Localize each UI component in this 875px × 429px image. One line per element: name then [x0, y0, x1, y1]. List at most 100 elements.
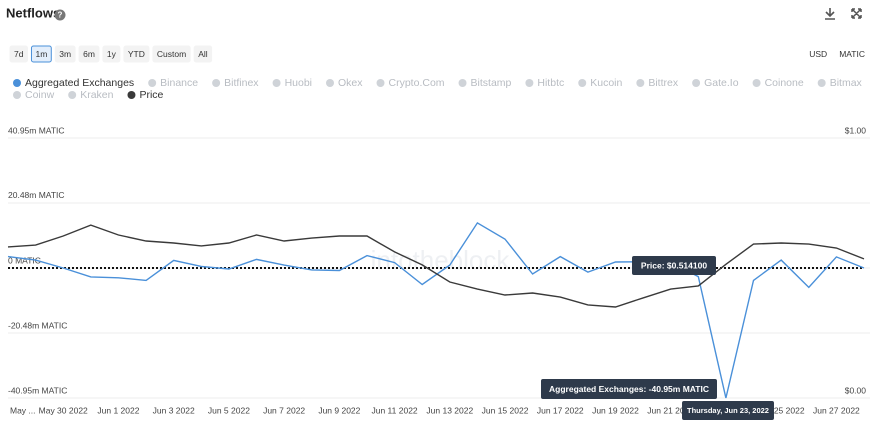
legend-item[interactable]: Crypto.Com: [376, 77, 445, 89]
currency-button-label[interactable]: USD: [809, 49, 827, 59]
legend-item[interactable]: Gate.Io: [692, 77, 739, 89]
y2-tick-label: $1.00: [845, 125, 867, 135]
range-button-label[interactable]: Custom: [157, 49, 186, 59]
range-button-label[interactable]: 3m: [59, 49, 71, 59]
currency-button[interactable]: USD: [809, 49, 827, 59]
x-tick-label: May 30 2022: [39, 405, 88, 415]
range-button-bg[interactable]: [123, 45, 150, 63]
legend-item[interactable]: Okex: [326, 77, 363, 89]
legend-marker[interactable]: [68, 91, 77, 99]
range-button[interactable]: 3m: [54, 45, 76, 63]
legend-marker[interactable]: [458, 79, 467, 87]
tooltip-text: Price: $0.514100: [641, 260, 707, 270]
currency-button[interactable]: MATIC: [839, 49, 865, 59]
x-tick-label: Jun 17 2022: [537, 405, 584, 415]
legend-item[interactable]: Huobi: [272, 77, 312, 89]
range-button-bg[interactable]: [54, 45, 76, 63]
legend-item[interactable]: Hitbtc: [525, 77, 564, 89]
legend-item[interactable]: Bitfinex: [212, 77, 259, 89]
range-button[interactable]: Custom: [152, 45, 191, 63]
legend-label[interactable]: Kraken: [80, 89, 113, 101]
x-tick-label: May ...: [10, 405, 36, 415]
legend-marker[interactable]: [13, 79, 21, 87]
y-tick-label: 20.48m MATIC: [8, 190, 65, 200]
legend-marker[interactable]: [326, 79, 334, 87]
legend-marker[interactable]: [148, 79, 157, 87]
range-button-bg[interactable]: [102, 45, 121, 63]
range-button-label[interactable]: 1y: [107, 49, 117, 59]
legend-item[interactable]: Price: [127, 89, 164, 101]
range-button-label[interactable]: YTD: [128, 49, 145, 59]
range-button-bg[interactable]: [152, 45, 191, 63]
legend-marker[interactable]: [578, 79, 587, 87]
legend-marker[interactable]: [752, 79, 761, 87]
legend-label[interactable]: Bitstamp: [471, 77, 512, 89]
x-tick-label: Jun 7 2022: [263, 405, 305, 415]
range-button[interactable]: 7d: [9, 45, 28, 63]
legend-label[interactable]: Binance: [160, 77, 198, 89]
legend-label[interactable]: Bittrex: [648, 77, 679, 89]
range-button-bg[interactable]: [30, 45, 52, 63]
range-button[interactable]: 1y: [102, 45, 121, 63]
range-button-bg[interactable]: [78, 45, 100, 63]
legend-item[interactable]: Coinw: [13, 89, 55, 101]
legend-label[interactable]: Crypto.Com: [389, 77, 445, 89]
legend-label[interactable]: Okex: [338, 77, 363, 89]
x-tick-label: Jun 15 2022: [482, 405, 529, 415]
range-button[interactable]: 1m: [30, 45, 52, 63]
legend-marker[interactable]: [127, 91, 136, 99]
x-tick-label: Jun 9 2022: [318, 405, 360, 415]
currency-button-label[interactable]: MATIC: [839, 49, 865, 59]
legend-label[interactable]: Gate.Io: [704, 77, 739, 89]
x-tick-label: Jun 25 2022: [758, 405, 805, 415]
legend-marker[interactable]: [13, 91, 21, 99]
download-icon[interactable]: [825, 8, 835, 20]
help-icon[interactable]: ?: [54, 9, 66, 21]
range-button-label[interactable]: 7d: [14, 49, 24, 59]
legend-item[interactable]: Aggregated Exchanges: [13, 77, 134, 89]
expand-icon[interactable]: [851, 8, 862, 19]
legend-label[interactable]: Price: [139, 89, 163, 101]
legend-item[interactable]: Binance: [148, 77, 198, 89]
legend-label[interactable]: Kucoin: [590, 77, 622, 89]
range-button-bg[interactable]: [193, 45, 213, 63]
y2-tick-label: $0.00: [845, 385, 867, 395]
legend-label[interactable]: Aggregated Exchanges: [25, 77, 134, 89]
series-line: [7, 221, 865, 399]
legend-label[interactable]: Huobi: [285, 77, 312, 89]
legend-marker[interactable]: [376, 79, 385, 87]
legend-label[interactable]: Hitbtc: [537, 77, 564, 89]
legend-label[interactable]: Coinw: [25, 89, 55, 101]
tooltip-text: Thursday, Jun 23, 2022: [687, 406, 769, 415]
legend-item[interactable]: Kraken: [68, 89, 114, 101]
legend-marker[interactable]: [636, 79, 645, 87]
legend-marker[interactable]: [817, 79, 826, 87]
range-button[interactable]: 6m: [78, 45, 100, 63]
y-tick-label: -40.95m MATIC: [8, 385, 67, 395]
y-tick-label: 0 MATIC: [8, 255, 41, 265]
legend-label[interactable]: Bitmax: [830, 77, 863, 89]
range-button-bg[interactable]: [9, 45, 28, 63]
range-button[interactable]: YTD: [123, 45, 150, 63]
legend-label[interactable]: Coinone: [765, 77, 804, 89]
legend-item[interactable]: Coinone: [752, 77, 804, 89]
svg-text:?: ?: [58, 11, 63, 20]
legend-label[interactable]: Bitfinex: [224, 77, 259, 89]
range-button-label[interactable]: All: [198, 49, 208, 59]
legend-item[interactable]: Bitmax: [817, 77, 863, 89]
legend-item[interactable]: Kucoin: [578, 77, 622, 89]
legend-item[interactable]: Bittrex: [636, 77, 679, 89]
range-button[interactable]: All: [193, 45, 213, 63]
tooltip-bg: [632, 256, 716, 275]
range-button-label[interactable]: 1m: [35, 49, 47, 59]
legend-item[interactable]: Bitstamp: [458, 77, 512, 89]
tooltip-text: Aggregated Exchanges: -40.95m MATIC: [549, 384, 709, 394]
x-tick-label: Jun 27 2022: [813, 405, 860, 415]
range-button-label[interactable]: 6m: [83, 49, 95, 59]
legend-marker[interactable]: [212, 79, 221, 87]
legend-marker[interactable]: [692, 79, 701, 87]
x-tick-label: Jun 13 2022: [426, 405, 473, 415]
legend-marker[interactable]: [272, 79, 281, 87]
legend-marker[interactable]: [525, 79, 534, 87]
